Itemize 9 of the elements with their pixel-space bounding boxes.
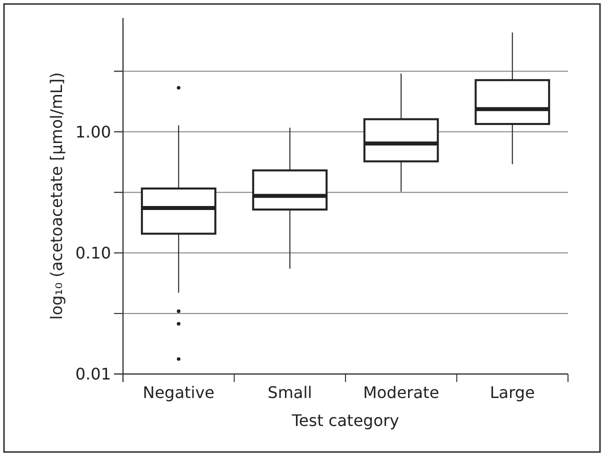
- y-axis-title: log₁₀ (acetoacetate [µmol/mL]): [47, 72, 66, 320]
- x-tick-label: Small: [268, 383, 312, 402]
- x-tick-label: Moderate: [363, 383, 440, 402]
- y-tick-label: 1.00: [75, 122, 111, 142]
- x-tick-label: Large: [490, 383, 535, 402]
- y-tick-label: 0.10: [75, 243, 111, 262]
- y-tick-label: 0.01: [75, 364, 111, 384]
- x-axis-title: Test category: [290, 411, 400, 430]
- x-tick-label: Negative: [142, 383, 215, 402]
